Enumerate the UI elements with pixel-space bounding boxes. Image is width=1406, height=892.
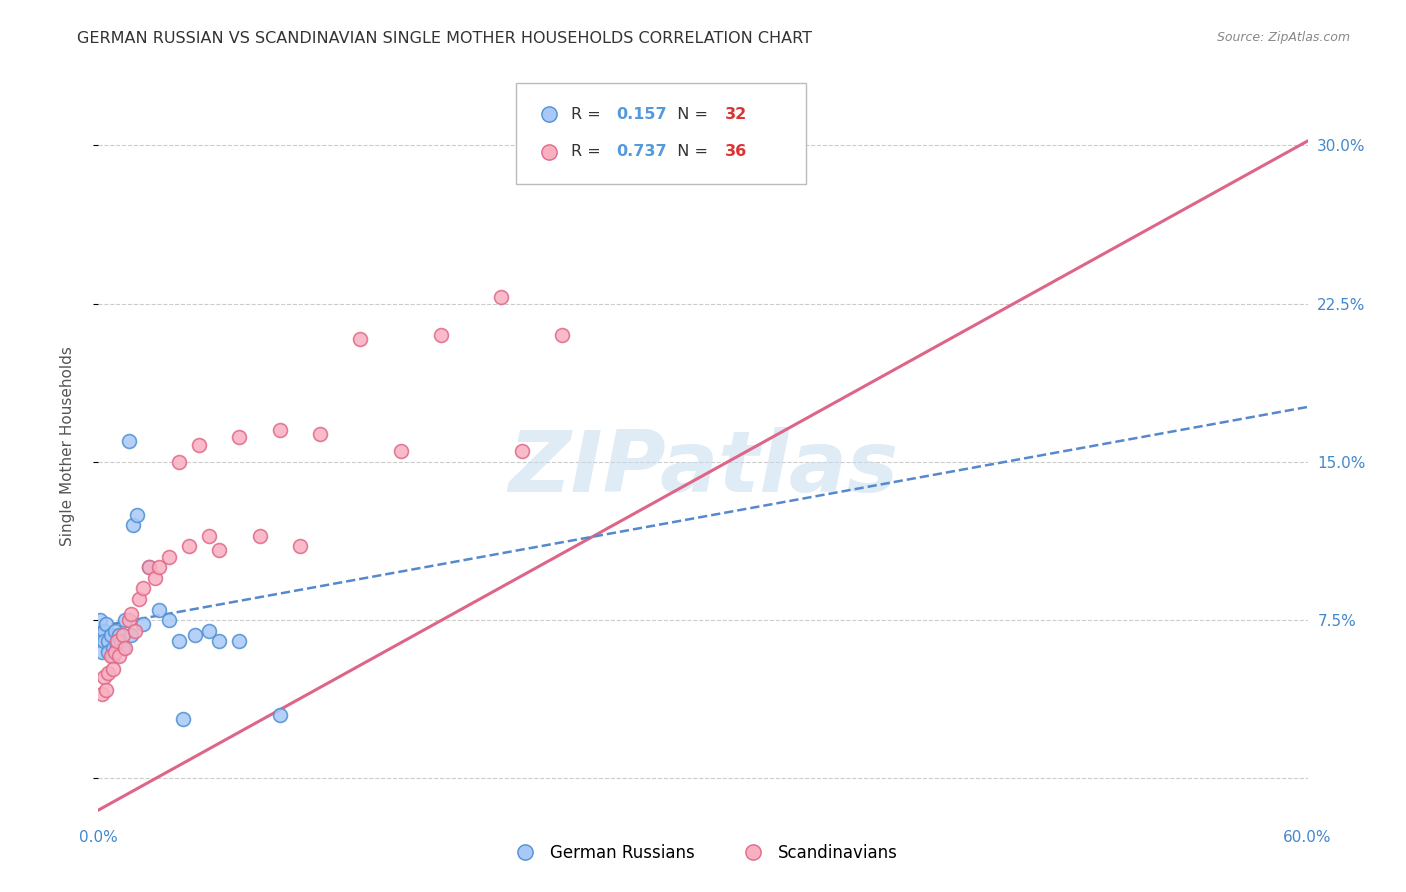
Point — [208, 543, 231, 558]
Text: ZIPatlas: ZIPatlas — [508, 427, 898, 510]
Text: N =: N = — [666, 144, 713, 159]
Point — [491, 290, 513, 304]
Legend: German Russians, Scandinavians: German Russians, Scandinavians — [502, 838, 904, 869]
Point — [111, 628, 134, 642]
Point — [118, 613, 141, 627]
Point — [157, 613, 180, 627]
Point — [288, 539, 311, 553]
Point — [249, 529, 271, 543]
Point — [167, 634, 190, 648]
Point — [103, 624, 125, 638]
Point — [97, 634, 120, 648]
Point — [430, 328, 453, 343]
Point — [132, 582, 155, 596]
Point — [228, 634, 250, 648]
Point — [148, 602, 170, 616]
Y-axis label: Single Mother Households: Single Mother Households — [60, 346, 75, 546]
Point — [228, 429, 250, 443]
Point — [93, 624, 115, 638]
Text: 36: 36 — [724, 144, 747, 159]
Point — [510, 444, 533, 458]
Text: 0.737: 0.737 — [616, 144, 666, 159]
Point — [172, 712, 194, 726]
Point — [120, 607, 142, 621]
Point — [93, 670, 115, 684]
Text: R =: R = — [571, 106, 606, 121]
Point — [138, 560, 160, 574]
Point — [107, 628, 129, 642]
Text: 32: 32 — [724, 106, 747, 121]
Text: GERMAN RUSSIAN VS SCANDINAVIAN SINGLE MOTHER HOUSEHOLDS CORRELATION CHART: GERMAN RUSSIAN VS SCANDINAVIAN SINGLE MO… — [77, 31, 813, 46]
Point — [138, 560, 160, 574]
Point — [97, 645, 120, 659]
Point — [132, 617, 155, 632]
Point — [91, 628, 114, 642]
Point — [93, 634, 115, 648]
Point — [103, 645, 125, 659]
Point — [269, 423, 291, 437]
Point — [179, 539, 201, 553]
Point — [551, 328, 574, 343]
Point — [121, 518, 143, 533]
Point — [101, 662, 124, 676]
Point — [107, 648, 129, 663]
Point — [389, 444, 412, 458]
FancyBboxPatch shape — [516, 83, 806, 184]
Point — [167, 455, 190, 469]
Text: 0.157: 0.157 — [616, 106, 666, 121]
Point — [91, 687, 114, 701]
Point — [114, 613, 136, 627]
Point — [120, 628, 142, 642]
Point — [105, 634, 128, 648]
Point — [105, 639, 128, 653]
Point — [188, 438, 211, 452]
Point — [125, 508, 148, 522]
Point — [100, 648, 122, 663]
Text: N =: N = — [666, 106, 713, 121]
Point — [208, 634, 231, 648]
Point — [143, 571, 166, 585]
Point — [157, 549, 180, 564]
Point — [269, 708, 291, 723]
Point — [118, 434, 141, 448]
Point — [148, 560, 170, 574]
Point — [111, 640, 134, 655]
Text: Source: ZipAtlas.com: Source: ZipAtlas.com — [1216, 31, 1350, 45]
Point — [114, 640, 136, 655]
Point — [91, 645, 114, 659]
Point — [96, 617, 118, 632]
Point — [101, 640, 124, 655]
Point — [96, 682, 118, 697]
Point — [100, 628, 122, 642]
Point — [198, 529, 221, 543]
Point — [110, 634, 132, 648]
Point — [97, 665, 120, 680]
Point — [184, 628, 207, 642]
Point — [128, 592, 150, 607]
Point — [309, 427, 332, 442]
Point — [101, 648, 124, 663]
Point — [124, 624, 146, 638]
Point — [198, 624, 221, 638]
Point — [89, 613, 111, 627]
Point — [349, 333, 371, 347]
Text: R =: R = — [571, 144, 606, 159]
